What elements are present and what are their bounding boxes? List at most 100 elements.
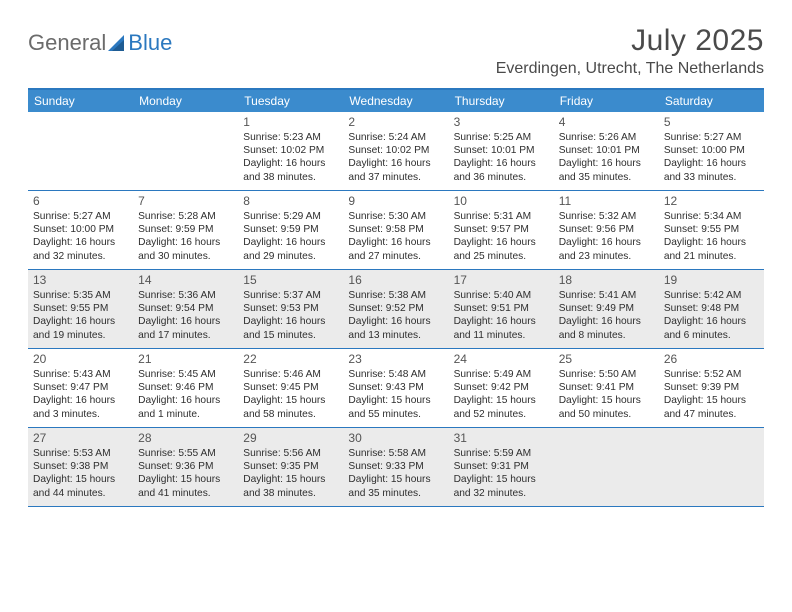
calendar-week: 6Sunrise: 5:27 AMSunset: 10:00 PMDayligh… (28, 191, 764, 270)
day-number: 27 (33, 431, 128, 446)
day-number: 1 (243, 115, 338, 130)
day-info: Sunrise: 5:41 AMSunset: 9:49 PMDaylight:… (559, 289, 654, 341)
day-info: Sunrise: 5:58 AMSunset: 9:33 PMDaylight:… (348, 447, 443, 499)
calendar-week: 1Sunrise: 5:23 AMSunset: 10:02 PMDayligh… (28, 112, 764, 191)
day-info: Sunrise: 5:30 AMSunset: 9:58 PMDaylight:… (348, 210, 443, 262)
day-info: Sunrise: 5:31 AMSunset: 9:57 PMDaylight:… (454, 210, 549, 262)
day-info: Sunrise: 5:27 AMSunset: 10:00 PMDaylight… (33, 210, 128, 262)
day-number: 9 (348, 194, 443, 209)
day-number: 30 (348, 431, 443, 446)
day-cell: 8Sunrise: 5:29 AMSunset: 9:59 PMDaylight… (238, 191, 343, 269)
weekday-header: Tuesday (238, 90, 343, 112)
header: General Blue July 2025 Everdingen, Utrec… (28, 24, 764, 78)
day-cell: 29Sunrise: 5:56 AMSunset: 9:35 PMDayligh… (238, 428, 343, 506)
day-info: Sunrise: 5:59 AMSunset: 9:31 PMDaylight:… (454, 447, 549, 499)
day-info: Sunrise: 5:32 AMSunset: 9:56 PMDaylight:… (559, 210, 654, 262)
weekday-header: Wednesday (343, 90, 448, 112)
day-number: 24 (454, 352, 549, 367)
day-number: 23 (348, 352, 443, 367)
day-number: 31 (454, 431, 549, 446)
day-cell: 25Sunrise: 5:50 AMSunset: 9:41 PMDayligh… (554, 349, 659, 427)
day-number: 25 (559, 352, 654, 367)
day-info: Sunrise: 5:45 AMSunset: 9:46 PMDaylight:… (138, 368, 233, 420)
brand-logo: General Blue (28, 30, 172, 56)
day-cell (554, 428, 659, 506)
day-cell: 2Sunrise: 5:24 AMSunset: 10:02 PMDayligh… (343, 112, 448, 190)
day-number: 29 (243, 431, 338, 446)
day-info: Sunrise: 5:46 AMSunset: 9:45 PMDaylight:… (243, 368, 338, 420)
day-number: 5 (664, 115, 759, 130)
day-cell: 15Sunrise: 5:37 AMSunset: 9:53 PMDayligh… (238, 270, 343, 348)
day-info: Sunrise: 5:50 AMSunset: 9:41 PMDaylight:… (559, 368, 654, 420)
day-number: 11 (559, 194, 654, 209)
day-cell: 7Sunrise: 5:28 AMSunset: 9:59 PMDaylight… (133, 191, 238, 269)
weekday-header: Friday (554, 90, 659, 112)
day-cell: 17Sunrise: 5:40 AMSunset: 9:51 PMDayligh… (449, 270, 554, 348)
day-cell: 26Sunrise: 5:52 AMSunset: 9:39 PMDayligh… (659, 349, 764, 427)
day-info: Sunrise: 5:29 AMSunset: 9:59 PMDaylight:… (243, 210, 338, 262)
day-number: 6 (33, 194, 128, 209)
brand-part1: General (28, 30, 106, 56)
day-cell: 5Sunrise: 5:27 AMSunset: 10:00 PMDayligh… (659, 112, 764, 190)
day-info: Sunrise: 5:55 AMSunset: 9:36 PMDaylight:… (138, 447, 233, 499)
day-cell (28, 112, 133, 190)
day-number: 18 (559, 273, 654, 288)
day-cell: 30Sunrise: 5:58 AMSunset: 9:33 PMDayligh… (343, 428, 448, 506)
weekday-header: Saturday (659, 90, 764, 112)
day-number: 8 (243, 194, 338, 209)
day-number: 22 (243, 352, 338, 367)
day-cell: 23Sunrise: 5:48 AMSunset: 9:43 PMDayligh… (343, 349, 448, 427)
day-cell: 6Sunrise: 5:27 AMSunset: 10:00 PMDayligh… (28, 191, 133, 269)
day-cell: 20Sunrise: 5:43 AMSunset: 9:47 PMDayligh… (28, 349, 133, 427)
brand-part2: Blue (128, 30, 172, 56)
weekday-header: Monday (133, 90, 238, 112)
day-cell: 13Sunrise: 5:35 AMSunset: 9:55 PMDayligh… (28, 270, 133, 348)
day-number: 16 (348, 273, 443, 288)
day-info: Sunrise: 5:23 AMSunset: 10:02 PMDaylight… (243, 131, 338, 183)
day-cell: 31Sunrise: 5:59 AMSunset: 9:31 PMDayligh… (449, 428, 554, 506)
day-info: Sunrise: 5:28 AMSunset: 9:59 PMDaylight:… (138, 210, 233, 262)
day-cell: 11Sunrise: 5:32 AMSunset: 9:56 PMDayligh… (554, 191, 659, 269)
weekday-header-row: SundayMondayTuesdayWednesdayThursdayFrid… (28, 90, 764, 112)
calendar-week: 20Sunrise: 5:43 AMSunset: 9:47 PMDayligh… (28, 349, 764, 428)
day-info: Sunrise: 5:37 AMSunset: 9:53 PMDaylight:… (243, 289, 338, 341)
day-number: 3 (454, 115, 549, 130)
day-cell: 9Sunrise: 5:30 AMSunset: 9:58 PMDaylight… (343, 191, 448, 269)
weekday-header: Sunday (28, 90, 133, 112)
day-number: 2 (348, 115, 443, 130)
day-info: Sunrise: 5:35 AMSunset: 9:55 PMDaylight:… (33, 289, 128, 341)
day-cell: 14Sunrise: 5:36 AMSunset: 9:54 PMDayligh… (133, 270, 238, 348)
calendar-page: General Blue July 2025 Everdingen, Utrec… (0, 0, 792, 507)
day-number: 26 (664, 352, 759, 367)
day-number: 21 (138, 352, 233, 367)
day-cell: 3Sunrise: 5:25 AMSunset: 10:01 PMDayligh… (449, 112, 554, 190)
day-cell: 28Sunrise: 5:55 AMSunset: 9:36 PMDayligh… (133, 428, 238, 506)
day-info: Sunrise: 5:42 AMSunset: 9:48 PMDaylight:… (664, 289, 759, 341)
day-number: 28 (138, 431, 233, 446)
month-title: July 2025 (496, 24, 764, 58)
day-cell: 21Sunrise: 5:45 AMSunset: 9:46 PMDayligh… (133, 349, 238, 427)
day-number: 10 (454, 194, 549, 209)
day-number: 20 (33, 352, 128, 367)
day-info: Sunrise: 5:43 AMSunset: 9:47 PMDaylight:… (33, 368, 128, 420)
day-cell: 18Sunrise: 5:41 AMSunset: 9:49 PMDayligh… (554, 270, 659, 348)
day-info: Sunrise: 5:26 AMSunset: 10:01 PMDaylight… (559, 131, 654, 183)
day-cell: 1Sunrise: 5:23 AMSunset: 10:02 PMDayligh… (238, 112, 343, 190)
calendar-grid: SundayMondayTuesdayWednesdayThursdayFrid… (28, 88, 764, 507)
day-cell: 4Sunrise: 5:26 AMSunset: 10:01 PMDayligh… (554, 112, 659, 190)
brand-sail-icon (108, 35, 128, 51)
day-info: Sunrise: 5:40 AMSunset: 9:51 PMDaylight:… (454, 289, 549, 341)
day-cell: 24Sunrise: 5:49 AMSunset: 9:42 PMDayligh… (449, 349, 554, 427)
day-cell (659, 428, 764, 506)
day-info: Sunrise: 5:53 AMSunset: 9:38 PMDaylight:… (33, 447, 128, 499)
calendar-week: 13Sunrise: 5:35 AMSunset: 9:55 PMDayligh… (28, 270, 764, 349)
day-info: Sunrise: 5:24 AMSunset: 10:02 PMDaylight… (348, 131, 443, 183)
day-number: 13 (33, 273, 128, 288)
day-number: 12 (664, 194, 759, 209)
day-cell: 16Sunrise: 5:38 AMSunset: 9:52 PMDayligh… (343, 270, 448, 348)
day-info: Sunrise: 5:27 AMSunset: 10:00 PMDaylight… (664, 131, 759, 183)
day-number: 17 (454, 273, 549, 288)
day-cell: 22Sunrise: 5:46 AMSunset: 9:45 PMDayligh… (238, 349, 343, 427)
day-number: 4 (559, 115, 654, 130)
day-info: Sunrise: 5:38 AMSunset: 9:52 PMDaylight:… (348, 289, 443, 341)
